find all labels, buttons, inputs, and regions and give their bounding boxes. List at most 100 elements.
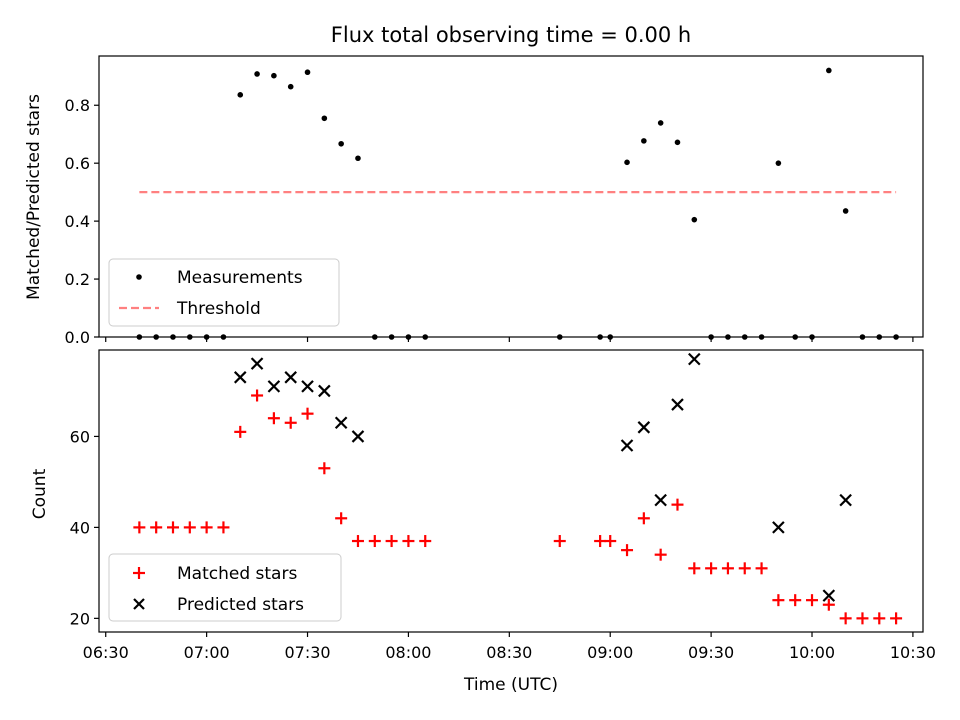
predicted-stars-point (334, 416, 348, 430)
matched-stars-point (217, 521, 230, 534)
measurement-point (304, 69, 311, 76)
measurement-point (271, 72, 277, 79)
matched-stars-point (318, 462, 331, 475)
x-axis-label: Time (UTC) (463, 675, 558, 695)
matched-stars-point (133, 521, 146, 534)
legend-marker-measurements (136, 274, 142, 280)
x-tick-label: 08:00 (385, 643, 431, 662)
predicted-stars-point (250, 357, 264, 370)
x-tick-label: 10:00 (789, 643, 835, 662)
measurement-point (321, 115, 328, 122)
y-tick-label: 0.8 (65, 96, 90, 115)
predicted-stars-point (301, 380, 314, 393)
measurement-point (254, 71, 260, 77)
predicted-stars-point (284, 371, 297, 384)
predicted-stars-point (351, 430, 365, 443)
top-y-axis-label: Matched/Predicted stars (24, 94, 44, 300)
predicted-stars-point (620, 439, 634, 452)
matched-stars-point (385, 535, 398, 548)
legend-label-threshold: Threshold (176, 299, 261, 319)
matched-stars-point (738, 562, 751, 575)
matched-stars-point (351, 535, 364, 548)
top-plot-frame (98, 55, 924, 338)
matched-stars-point (856, 612, 869, 625)
matched-stars-point (654, 548, 667, 561)
matched-stars-point (688, 562, 701, 575)
bottom-legend-box (108, 553, 342, 622)
measurement-point (624, 159, 630, 166)
predicted-stars-point (267, 380, 281, 393)
x-tick-label: 07:30 (284, 643, 330, 662)
matched-stars-point (621, 544, 634, 557)
top-legend-box (108, 258, 340, 327)
matched-stars-point (637, 512, 650, 525)
predicted-stars-point (822, 589, 836, 602)
bottom-plot-frame (98, 349, 924, 633)
matched-stars-point (772, 594, 785, 607)
predicted-stars-point (318, 384, 331, 398)
matched-stars-point (806, 594, 819, 607)
matched-stars-point (267, 412, 280, 425)
measurement-point (355, 155, 361, 162)
matched-stars-point (873, 612, 886, 625)
legend-label-measurements: Measurements (177, 268, 303, 288)
top-y-ticks: 0.0 0.2 0.4 0.6 0.8 (65, 96, 99, 347)
measurement-point (338, 140, 344, 147)
bottom-y-axis-label: Count (30, 468, 50, 519)
top-panel-title: Flux total observing time = 0.00 h (331, 23, 691, 47)
matched-stars-point (890, 612, 903, 625)
top-legend: Measurements Threshold (108, 258, 340, 327)
x-tick-label: 08:30 (486, 643, 532, 662)
legend-marker-matched-stars (133, 567, 145, 579)
x-tick-label: 06:30 (83, 643, 129, 662)
legend-label-matched-stars: Matched stars (177, 564, 297, 584)
predicted-stars-point (772, 521, 785, 534)
matched-stars-point (721, 562, 734, 575)
matched-stars-point (335, 512, 348, 525)
y-tick-label: 20 (70, 609, 90, 628)
matched-stars-point (183, 521, 196, 534)
y-tick-label: 0.0 (65, 328, 90, 347)
predicted-stars-point (637, 421, 651, 434)
y-tick-label: 0.4 (65, 212, 90, 231)
bottom-x-ticks: 06:30 07:00 07:30 08:00 08:30 09:00 09:30 10:00… (83, 632, 936, 662)
legend-label-predicted-stars: Predicted stars (177, 595, 304, 615)
measurement-point (237, 92, 244, 98)
matched-stars-point (822, 598, 835, 611)
matched-stars-point (705, 562, 718, 575)
matched-stars-point (839, 612, 852, 625)
measurement-point (641, 138, 647, 144)
matched-stars-point (284, 416, 297, 429)
measurement-point (691, 216, 698, 223)
predicted-stars-point (233, 371, 247, 384)
predicted-stars-point (654, 493, 667, 507)
measurement-point (826, 67, 832, 74)
matched-stars-point (301, 407, 314, 420)
y-tick-label: 0.6 (65, 154, 90, 173)
bottom-legend: Matched stars Predicted stars (108, 553, 342, 622)
measurement-point (674, 139, 681, 146)
legend-marker-predicted-stars (133, 598, 145, 610)
y-tick-label: 60 (70, 427, 90, 446)
measurement-point (657, 120, 664, 126)
bottom-data (133, 352, 903, 625)
matched-stars-point (553, 535, 566, 548)
x-tick-label: 10:30 (890, 643, 936, 662)
predicted-stars-point (671, 398, 684, 411)
bottom-y-ticks: 20 40 60 (70, 427, 99, 628)
matched-stars-point (604, 535, 617, 548)
y-tick-label: 0.2 (65, 270, 90, 289)
x-tick-label: 09:30 (688, 643, 734, 662)
x-tick-label: 09:00 (587, 643, 633, 662)
matched-stars-point (251, 389, 264, 402)
matched-stars-point (368, 535, 381, 548)
matched-stars-point (755, 562, 768, 575)
matched-stars-point (150, 521, 163, 534)
measurement-point (287, 83, 294, 90)
matched-stars-point (234, 425, 247, 438)
y-tick-label: 40 (70, 518, 90, 537)
predicted-stars-point (839, 493, 852, 507)
matched-stars-point (594, 535, 607, 548)
matched-stars-point (789, 594, 802, 607)
